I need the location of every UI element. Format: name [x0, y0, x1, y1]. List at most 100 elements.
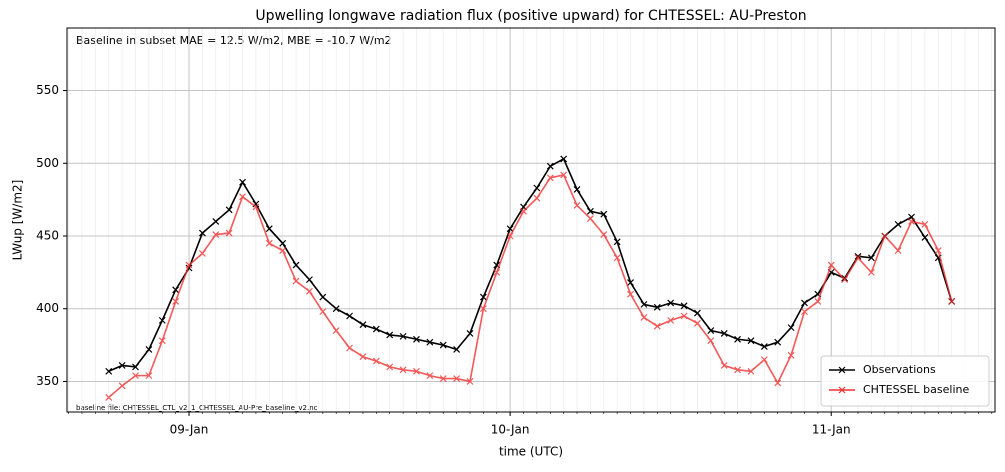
x-axis-label: time (UTC)	[499, 445, 563, 459]
marker	[279, 247, 287, 254]
marker	[774, 379, 782, 387]
marker	[332, 327, 340, 334]
marker	[346, 312, 353, 320]
x-tick-label: 10-Jan	[491, 423, 530, 437]
marker	[306, 276, 313, 284]
x-tick-label: 09-Jan	[170, 423, 209, 437]
marker	[399, 332, 407, 340]
plot-frame	[66, 27, 996, 413]
marker	[359, 353, 367, 361]
marker	[346, 344, 353, 352]
marker	[533, 194, 541, 202]
marker	[279, 239, 287, 247]
marker	[948, 298, 956, 305]
marker	[118, 362, 126, 369]
marker	[306, 287, 313, 295]
marker	[172, 298, 180, 305]
marker	[359, 321, 367, 329]
marker	[319, 293, 327, 301]
marker	[680, 312, 688, 320]
x-tick-label: 11-Jan	[812, 423, 851, 437]
marker	[239, 178, 246, 186]
marker	[707, 337, 715, 345]
legend-label: Observations	[863, 363, 936, 376]
marker	[573, 202, 581, 209]
marker	[707, 327, 715, 334]
marker	[627, 290, 634, 298]
marker	[653, 322, 661, 330]
marker	[573, 186, 581, 193]
marker	[426, 338, 434, 346]
marker	[921, 234, 929, 241]
marker	[332, 305, 340, 313]
marker	[586, 207, 594, 215]
marker	[439, 375, 447, 382]
marker	[560, 171, 568, 179]
marker	[680, 302, 688, 310]
marker	[667, 316, 675, 324]
marker	[453, 346, 461, 353]
marker	[613, 238, 621, 246]
marker	[734, 335, 741, 343]
marker	[747, 337, 755, 345]
marker	[172, 286, 180, 294]
marker	[265, 239, 273, 247]
marker	[814, 298, 822, 305]
marker	[613, 254, 621, 262]
marker	[760, 356, 768, 364]
marker	[760, 343, 768, 350]
marker	[533, 184, 541, 192]
marker	[292, 261, 300, 269]
y-tick-label: 450	[36, 229, 59, 243]
y-tick-label: 350	[36, 374, 59, 388]
marker	[908, 218, 915, 225]
marker	[600, 231, 608, 238]
marker	[894, 220, 902, 228]
marker	[132, 372, 139, 380]
marker	[145, 372, 153, 380]
marker	[506, 232, 514, 240]
marker	[105, 394, 113, 401]
marker	[667, 299, 675, 307]
marker	[493, 268, 501, 276]
marker	[694, 309, 701, 317]
marker	[921, 220, 929, 228]
footnote: baseline file: CHTESSEL_CTL_v2_1_CHTESSE…	[76, 404, 318, 412]
series-line	[108, 157, 953, 373]
marker	[546, 162, 554, 170]
marker	[854, 252, 862, 260]
marker	[720, 330, 728, 337]
minor-grid	[68, 28, 993, 414]
marker	[466, 330, 474, 337]
marker	[132, 363, 139, 371]
marker	[118, 382, 126, 390]
marker	[600, 210, 608, 218]
marker	[466, 378, 474, 385]
y-tick-label: 400	[36, 301, 59, 315]
marker	[372, 325, 380, 333]
marker	[653, 303, 661, 311]
y-tick-label: 550	[36, 83, 59, 97]
marker	[145, 346, 153, 353]
marker	[640, 300, 648, 308]
marker	[372, 357, 380, 365]
marker	[439, 341, 447, 349]
marker	[413, 335, 420, 343]
marker	[479, 293, 487, 301]
marker	[560, 155, 568, 163]
marker	[827, 261, 835, 269]
y-axis-label: LWup [W/m2]	[11, 180, 25, 261]
marker	[627, 279, 634, 286]
marker	[867, 254, 875, 262]
marker	[292, 277, 300, 285]
marker	[734, 366, 741, 374]
marker	[158, 316, 166, 324]
legend: Observations CHTESSEL baseline	[820, 355, 990, 407]
series-line	[108, 173, 953, 399]
marker	[453, 375, 461, 382]
chart-title: Upwelling longwave radiation flux (posit…	[255, 8, 806, 24]
marker	[720, 362, 728, 369]
marker	[158, 337, 166, 345]
legend-box	[820, 355, 990, 407]
